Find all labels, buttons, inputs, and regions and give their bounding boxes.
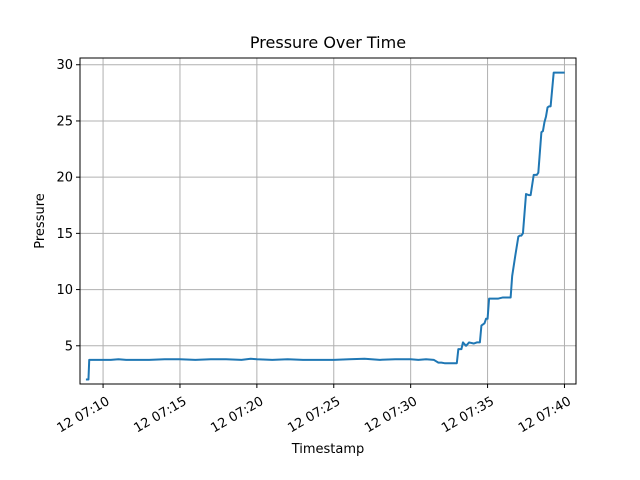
plot-frame <box>79 57 577 385</box>
y-tick-label: 25 <box>56 114 73 129</box>
y-tick-label: 20 <box>56 171 73 186</box>
y-tick-label: 15 <box>56 227 73 242</box>
pressure-series-line <box>85 71 565 381</box>
chart-title: Pressure Over Time <box>250 33 406 52</box>
y-tick-label: 30 <box>56 58 73 73</box>
x-axis-label: Timestamp <box>291 442 365 457</box>
y-axis-label: Pressure <box>33 193 48 249</box>
grid-lines <box>80 58 576 384</box>
y-tick-label: 10 <box>56 283 73 298</box>
plot-series <box>85 71 565 381</box>
y-tick-label: 5 <box>65 339 73 354</box>
